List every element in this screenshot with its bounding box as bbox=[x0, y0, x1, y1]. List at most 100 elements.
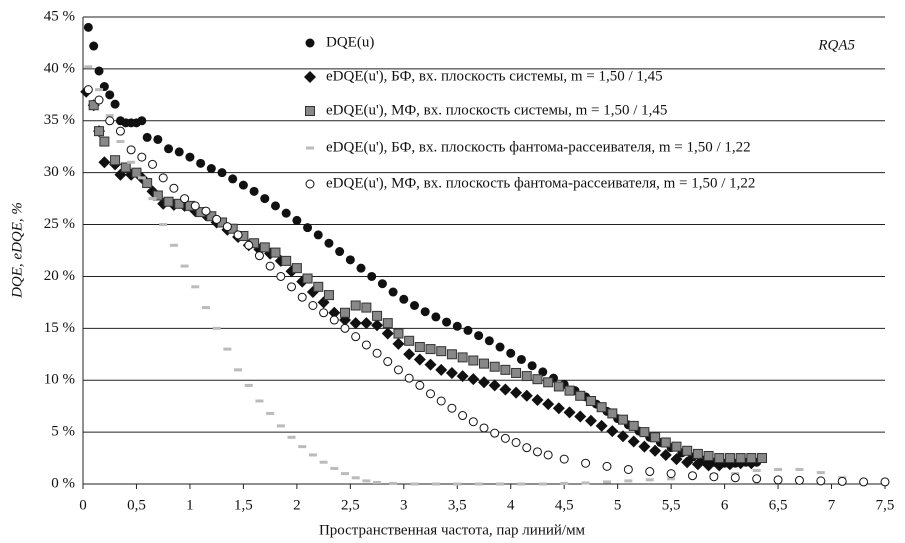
data-point bbox=[538, 482, 547, 486]
data-point bbox=[639, 427, 650, 438]
data-point bbox=[259, 242, 270, 253]
data-point bbox=[506, 348, 516, 358]
data-point bbox=[552, 402, 565, 415]
data-point bbox=[281, 255, 292, 266]
data-point bbox=[265, 261, 275, 271]
data-point bbox=[691, 458, 704, 471]
data-point bbox=[456, 370, 469, 383]
data-point bbox=[414, 342, 425, 353]
data-point bbox=[88, 100, 99, 111]
data-point bbox=[340, 472, 349, 476]
data-point bbox=[212, 326, 221, 330]
data-point bbox=[206, 164, 216, 174]
data-point bbox=[445, 366, 458, 379]
x-tick-label: 1,5 bbox=[234, 497, 253, 513]
data-point bbox=[201, 206, 211, 216]
data-point bbox=[435, 363, 448, 376]
data-point bbox=[859, 477, 869, 487]
data-point bbox=[442, 317, 452, 327]
data-point bbox=[169, 243, 178, 247]
data-point bbox=[452, 321, 462, 331]
data-point bbox=[276, 271, 286, 281]
y-tick-label: 35 % bbox=[44, 112, 75, 128]
data-point bbox=[302, 273, 313, 284]
data-point bbox=[404, 373, 414, 383]
data-point bbox=[180, 194, 190, 204]
data-point bbox=[500, 364, 511, 375]
data-point bbox=[137, 152, 147, 162]
data-point bbox=[880, 477, 890, 487]
legend-marker bbox=[306, 146, 314, 150]
data-point bbox=[564, 385, 575, 396]
data-point bbox=[500, 433, 510, 443]
data-point bbox=[190, 201, 200, 211]
data-point bbox=[468, 355, 479, 366]
annotation: RQA5 bbox=[817, 37, 855, 53]
data-point bbox=[249, 186, 259, 196]
data-point bbox=[681, 456, 694, 469]
data-point bbox=[532, 374, 543, 385]
data-point bbox=[362, 479, 371, 483]
data-point bbox=[196, 158, 206, 168]
data-point bbox=[532, 447, 542, 457]
data-point bbox=[180, 264, 189, 268]
data-point bbox=[371, 319, 384, 332]
data-point bbox=[542, 398, 555, 411]
legend-marker bbox=[305, 38, 315, 48]
data-point bbox=[511, 367, 522, 378]
data-point bbox=[94, 95, 104, 105]
data-point bbox=[361, 340, 371, 350]
data-point bbox=[361, 302, 372, 313]
data-point bbox=[270, 201, 280, 211]
data-point bbox=[795, 467, 804, 471]
data-point bbox=[158, 173, 168, 183]
data-point bbox=[234, 368, 243, 372]
data-point bbox=[270, 247, 281, 258]
data-point bbox=[105, 116, 115, 126]
x-tick-label: 3,5 bbox=[448, 497, 467, 513]
data-point bbox=[383, 357, 393, 367]
data-point bbox=[618, 414, 629, 425]
data-point bbox=[488, 379, 501, 392]
data-point bbox=[413, 353, 426, 366]
data-point bbox=[148, 159, 158, 169]
data-point bbox=[484, 336, 494, 346]
data-point bbox=[446, 349, 457, 360]
legend-label: eDQE(u'), МФ, вх. плоскость системы, m =… bbox=[326, 102, 667, 118]
data-point bbox=[105, 90, 115, 100]
data-point bbox=[159, 223, 168, 227]
data-point bbox=[757, 453, 768, 464]
data-point bbox=[360, 317, 373, 330]
data-point bbox=[137, 116, 147, 126]
data-point bbox=[254, 251, 264, 261]
data-point bbox=[730, 473, 740, 483]
data-point bbox=[292, 215, 302, 225]
data-point bbox=[517, 482, 526, 486]
data-point bbox=[702, 459, 715, 472]
data-point bbox=[650, 432, 661, 443]
data-point bbox=[351, 476, 360, 480]
data-point bbox=[169, 183, 179, 193]
data-point bbox=[837, 476, 847, 486]
data-point bbox=[602, 480, 611, 484]
y-tick-label: 40 % bbox=[44, 60, 75, 76]
data-point bbox=[746, 453, 757, 464]
data-point bbox=[201, 306, 210, 310]
data-point bbox=[116, 140, 125, 144]
data-point bbox=[671, 441, 682, 452]
data-point bbox=[142, 132, 152, 142]
data-point bbox=[463, 325, 473, 335]
y-tick-label: 20 % bbox=[44, 268, 75, 284]
data-point bbox=[185, 152, 195, 162]
data-point bbox=[328, 306, 341, 319]
data-point bbox=[682, 445, 693, 456]
data-point bbox=[660, 437, 671, 448]
data-point bbox=[659, 448, 672, 461]
data-point bbox=[382, 318, 393, 329]
data-point bbox=[724, 453, 735, 464]
y-tick-label: 5 % bbox=[51, 424, 75, 440]
data-point bbox=[228, 174, 238, 184]
data-point bbox=[388, 287, 398, 297]
data-point bbox=[574, 410, 587, 423]
data-point bbox=[223, 347, 232, 351]
